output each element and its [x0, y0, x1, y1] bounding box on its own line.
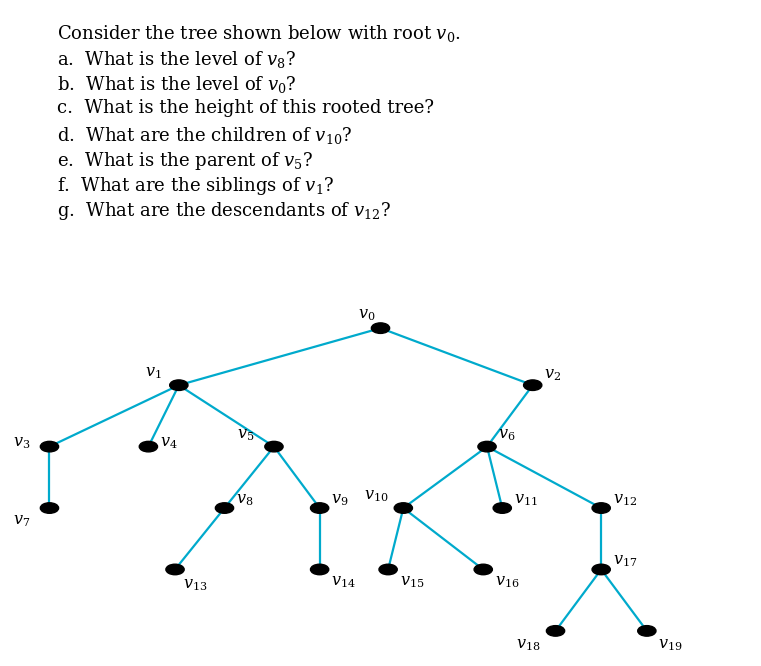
Circle shape: [474, 564, 492, 575]
Circle shape: [638, 625, 656, 636]
Circle shape: [592, 503, 610, 513]
Text: e.  What is the parent of $v_5$?: e. What is the parent of $v_5$?: [57, 150, 314, 172]
Circle shape: [394, 503, 412, 513]
Text: $v_{10}$: $v_{10}$: [364, 488, 388, 504]
Text: $v_5$: $v_5$: [237, 426, 255, 443]
Circle shape: [310, 503, 329, 513]
Circle shape: [310, 564, 329, 575]
Circle shape: [139, 442, 158, 452]
Text: f.  What are the siblings of $v_1$?: f. What are the siblings of $v_1$?: [57, 175, 334, 197]
Text: $v_2$: $v_2$: [544, 366, 561, 383]
Text: $v_{15}$: $v_{15}$: [400, 573, 424, 590]
Text: c.  What is the height of this rooted tree?: c. What is the height of this rooted tre…: [57, 99, 434, 117]
Text: $v_{17}$: $v_{17}$: [613, 552, 637, 569]
Text: $v_{12}$: $v_{12}$: [613, 491, 637, 507]
Circle shape: [40, 503, 59, 513]
Text: $v_1$: $v_1$: [145, 364, 161, 382]
Text: $v_4$: $v_4$: [160, 434, 177, 451]
Circle shape: [215, 503, 234, 513]
Text: $v_7$: $v_7$: [13, 512, 30, 529]
Text: b.  What is the level of $v_0$?: b. What is the level of $v_0$?: [57, 74, 297, 95]
Text: a.  What is the level of $v_8$?: a. What is the level of $v_8$?: [57, 49, 296, 70]
Text: $v_{11}$: $v_{11}$: [514, 491, 537, 507]
Circle shape: [379, 564, 397, 575]
Circle shape: [546, 625, 565, 636]
Text: $v_{18}$: $v_{18}$: [516, 635, 540, 653]
Text: $v_6$: $v_6$: [498, 426, 516, 443]
Circle shape: [170, 380, 188, 390]
Circle shape: [40, 442, 59, 452]
Text: g.  What are the descendants of $v_{12}$?: g. What are the descendants of $v_{12}$?: [57, 200, 391, 222]
Circle shape: [478, 442, 496, 452]
Circle shape: [265, 442, 283, 452]
Text: $v_9$: $v_9$: [331, 491, 349, 507]
Text: $v_8$: $v_8$: [236, 491, 253, 507]
Circle shape: [524, 380, 542, 390]
Text: $v_0$: $v_0$: [358, 306, 375, 324]
Text: $v_{16}$: $v_{16}$: [495, 573, 519, 590]
Text: $v_{13}$: $v_{13}$: [183, 576, 207, 593]
Circle shape: [371, 323, 390, 334]
Text: $v_{19}$: $v_{19}$: [658, 635, 683, 653]
Text: $v_{14}$: $v_{14}$: [331, 573, 355, 590]
Circle shape: [493, 503, 511, 513]
Text: Consider the tree shown below with root $v_0$.: Consider the tree shown below with root …: [57, 23, 461, 45]
Circle shape: [166, 564, 184, 575]
Text: $v_3$: $v_3$: [13, 434, 30, 451]
Text: d.  What are the children of $v_{10}$?: d. What are the children of $v_{10}$?: [57, 125, 352, 146]
Circle shape: [592, 564, 610, 575]
